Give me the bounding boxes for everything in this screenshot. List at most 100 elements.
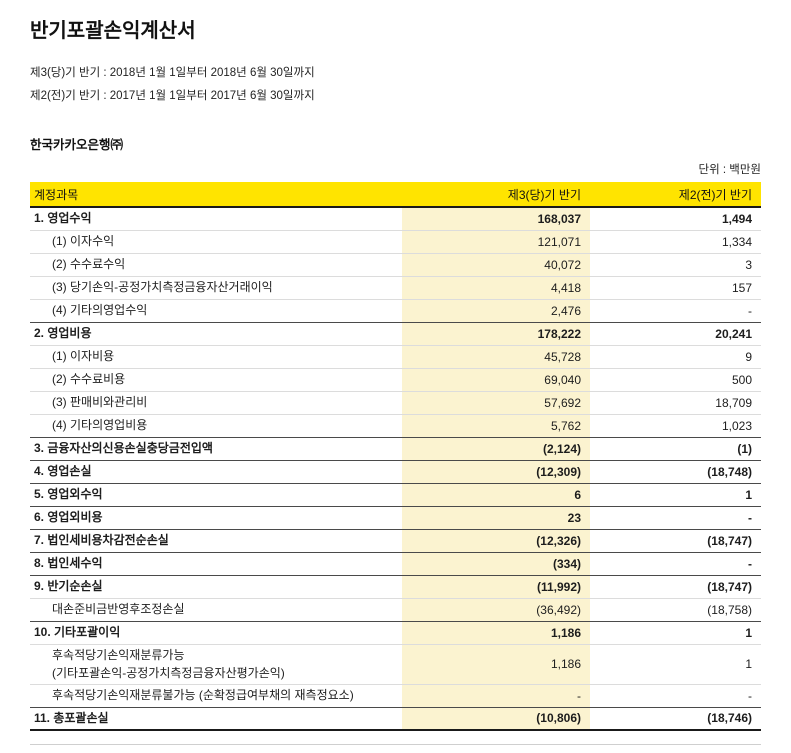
account-label-text: (1) 이자비용 bbox=[52, 349, 115, 364]
account-label-text: 4. 영업손실 bbox=[34, 464, 92, 479]
page-title: 반기포괄손익계산서 bbox=[30, 20, 196, 42]
prior-period-value: 3 bbox=[745, 257, 752, 272]
table-row: (4) 기타의영업비용 5,762 1,023 bbox=[30, 414, 761, 437]
account-label: 9. 반기순손실 bbox=[30, 575, 402, 598]
account-label: (4) 기타의영업비용 bbox=[30, 414, 402, 437]
prior-period-value: 1,334 bbox=[721, 234, 752, 249]
prior-period-value: - bbox=[748, 510, 752, 525]
account-label: 후속적당기손익재분류가능 (기타포괄손익-공정가치측정금융자산평가손익) bbox=[30, 644, 402, 684]
period-line-prior: 제2(전)기 반기 : 2017년 1월 1일부터 2017년 6월 30일까지 bbox=[30, 90, 315, 102]
account-label: 11. 총포괄손실 bbox=[30, 707, 402, 730]
account-label: (1) 이자수익 bbox=[30, 230, 402, 253]
table-row: 4. 영업손실 (12,309) (18,748) bbox=[30, 460, 761, 483]
table-row: (1) 이자수익 121,071 1,334 bbox=[30, 230, 761, 253]
current-period-value: (12,326) bbox=[402, 529, 590, 552]
table-row: 대손준비금반영후조정손실 (36,492) (18,758) bbox=[30, 598, 761, 621]
current-period-value: (10,806) bbox=[402, 707, 590, 731]
account-label: 10. 기타포괄이익 bbox=[30, 621, 402, 644]
bottom-rule bbox=[30, 744, 761, 746]
account-label-text: (2) 수수료수익 bbox=[52, 257, 126, 272]
company-row: 한국카카오은행㈜ bbox=[30, 134, 761, 154]
prior-period-value: 1 bbox=[745, 487, 752, 502]
prior-period-value: 18,709 bbox=[715, 395, 752, 410]
account-label: (4) 기타의영업수익 bbox=[30, 299, 402, 322]
account-label-text: 후속적당기손익재분류가능 bbox=[52, 647, 185, 662]
account-label-text: (4) 기타의영업수익 bbox=[52, 303, 148, 318]
current-period-value: 4,418 bbox=[402, 276, 590, 299]
table-body: 1. 영업수익 168,037 1,494 (1) 이자수익 121,071 1,334(… bbox=[30, 207, 761, 731]
table-row: (1) 이자비용 45,728 9 bbox=[30, 345, 761, 368]
account-label-text: 11. 총포괄손실 bbox=[34, 711, 109, 726]
account-label: 후속적당기손익재분류불가능 (순확정급여부채의 재측정요소) bbox=[30, 684, 402, 707]
period-line-current: 제3(당)기 반기 : 2018년 1월 1일부터 2018년 6월 30일까지 bbox=[30, 67, 315, 79]
account-label: (3) 판매비와관리비 bbox=[30, 391, 402, 414]
header-account: 계정과목 bbox=[34, 187, 79, 202]
account-label: 4. 영업손실 bbox=[30, 460, 402, 483]
account-label-text: 대손준비금반영후조정손실 bbox=[52, 602, 185, 617]
prior-period-value: 20,241 bbox=[715, 326, 752, 341]
table-row: (4) 기타의영업수익 2,476 - bbox=[30, 299, 761, 322]
current-period-value: 168,037 bbox=[402, 207, 590, 230]
prior-period-value: (1) bbox=[737, 441, 752, 456]
account-label-text: (2) 수수료비용 bbox=[52, 372, 126, 387]
table-header-row: 계정과목 제3(당)기 반기 제2(전)기 반기 bbox=[30, 182, 761, 207]
table-row: 8. 법인세수익 (334) - bbox=[30, 552, 761, 575]
current-period-value: 57,692 bbox=[402, 391, 590, 414]
header-prior-period: 제2(전)기 반기 bbox=[678, 187, 752, 202]
account-label-text: 9. 반기순손실 bbox=[34, 579, 103, 594]
account-label-text: 후속적당기손익재분류불가능 (순확정급여부채의 재측정요소) bbox=[52, 688, 354, 703]
account-label: 3. 금융자산의신용손실충당금전입액 bbox=[30, 437, 402, 460]
header-current-period: 제3(당)기 반기 bbox=[507, 187, 581, 202]
current-period-value: 6 bbox=[402, 483, 590, 506]
table-row: (2) 수수료비용 69,040 500 bbox=[30, 368, 761, 391]
income-statement-table: 계정과목 제3(당)기 반기 제2(전)기 반기 1. 영업수익 168,037 1… bbox=[30, 182, 761, 732]
unit-label: 단위 : 백만원 bbox=[698, 164, 762, 176]
current-period-value: 5,762 bbox=[402, 414, 590, 437]
prior-period-value: 500 bbox=[731, 372, 752, 387]
current-period-value: 45,728 bbox=[402, 345, 590, 368]
table-row: (3) 당기손익-공정가치측정금융자산거래이익 4,418 157 bbox=[30, 276, 761, 299]
account-label-text: 3. 금융자산의신용손실충당금전입액 bbox=[34, 441, 213, 456]
prior-period-value: (18,747) bbox=[707, 533, 752, 548]
prior-period-value: - bbox=[748, 303, 752, 318]
prior-period-value: (18,748) bbox=[707, 464, 752, 479]
account-label-text: (1) 이자수익 bbox=[52, 234, 115, 249]
account-label-text: 2. 영업비용 bbox=[34, 326, 92, 341]
prior-period-value: - bbox=[748, 688, 752, 703]
account-label: (2) 수수료수익 bbox=[30, 253, 402, 276]
account-label: 8. 법인세수익 bbox=[30, 552, 402, 575]
account-label: 6. 영업외비용 bbox=[30, 506, 402, 529]
table-row: 9. 반기순손실 (11,992) (18,747) bbox=[30, 575, 761, 598]
account-label: 7. 법인세비용차감전순손실 bbox=[30, 529, 402, 552]
table-row: 5. 영업외수익 6 1 bbox=[30, 483, 761, 506]
table-row: 1. 영업수익 168,037 1,494 bbox=[30, 207, 761, 230]
current-period-value: 121,071 bbox=[402, 230, 590, 253]
prior-period-value: - bbox=[748, 556, 752, 571]
prior-period-value: (18,746) bbox=[707, 711, 752, 726]
current-period-value: 1,186 bbox=[402, 621, 590, 644]
current-period-value: - bbox=[402, 684, 590, 708]
current-period-value: 1,186 bbox=[402, 644, 590, 685]
prior-period-value: 1,023 bbox=[721, 418, 752, 433]
account-label: 1. 영업수익 bbox=[30, 207, 402, 230]
account-label: 2. 영업비용 bbox=[30, 322, 402, 345]
current-period-value: 40,072 bbox=[402, 253, 590, 276]
current-period-value: (12,309) bbox=[402, 460, 590, 483]
account-label-text: (3) 판매비와관리비 bbox=[52, 395, 148, 410]
table-row: 11. 총포괄손실 (10,806) (18,746) bbox=[30, 707, 761, 731]
current-period-value: (334) bbox=[402, 552, 590, 575]
current-period-value: 69,040 bbox=[402, 368, 590, 391]
table-row: 10. 기타포괄이익 1,186 1 bbox=[30, 621, 761, 644]
table-row: 3. 금융자산의신용손실충당금전입액 (2,124) (1) bbox=[30, 437, 761, 460]
prior-period-value: 1 bbox=[745, 625, 752, 640]
account-label-text: (4) 기타의영업비용 bbox=[52, 418, 148, 433]
account-label-text: 5. 영업외수익 bbox=[34, 487, 103, 502]
account-label: (2) 수수료비용 bbox=[30, 368, 402, 391]
current-period-value: 178,222 bbox=[402, 322, 590, 345]
current-period-value: 2,476 bbox=[402, 299, 590, 322]
prior-period-value: 157 bbox=[731, 280, 752, 295]
account-label-text: (3) 당기손익-공정가치측정금융자산거래이익 bbox=[52, 280, 273, 295]
table-row: 6. 영업외비용 23 - bbox=[30, 506, 761, 529]
company-name: 한국카카오은행㈜ bbox=[30, 138, 124, 152]
